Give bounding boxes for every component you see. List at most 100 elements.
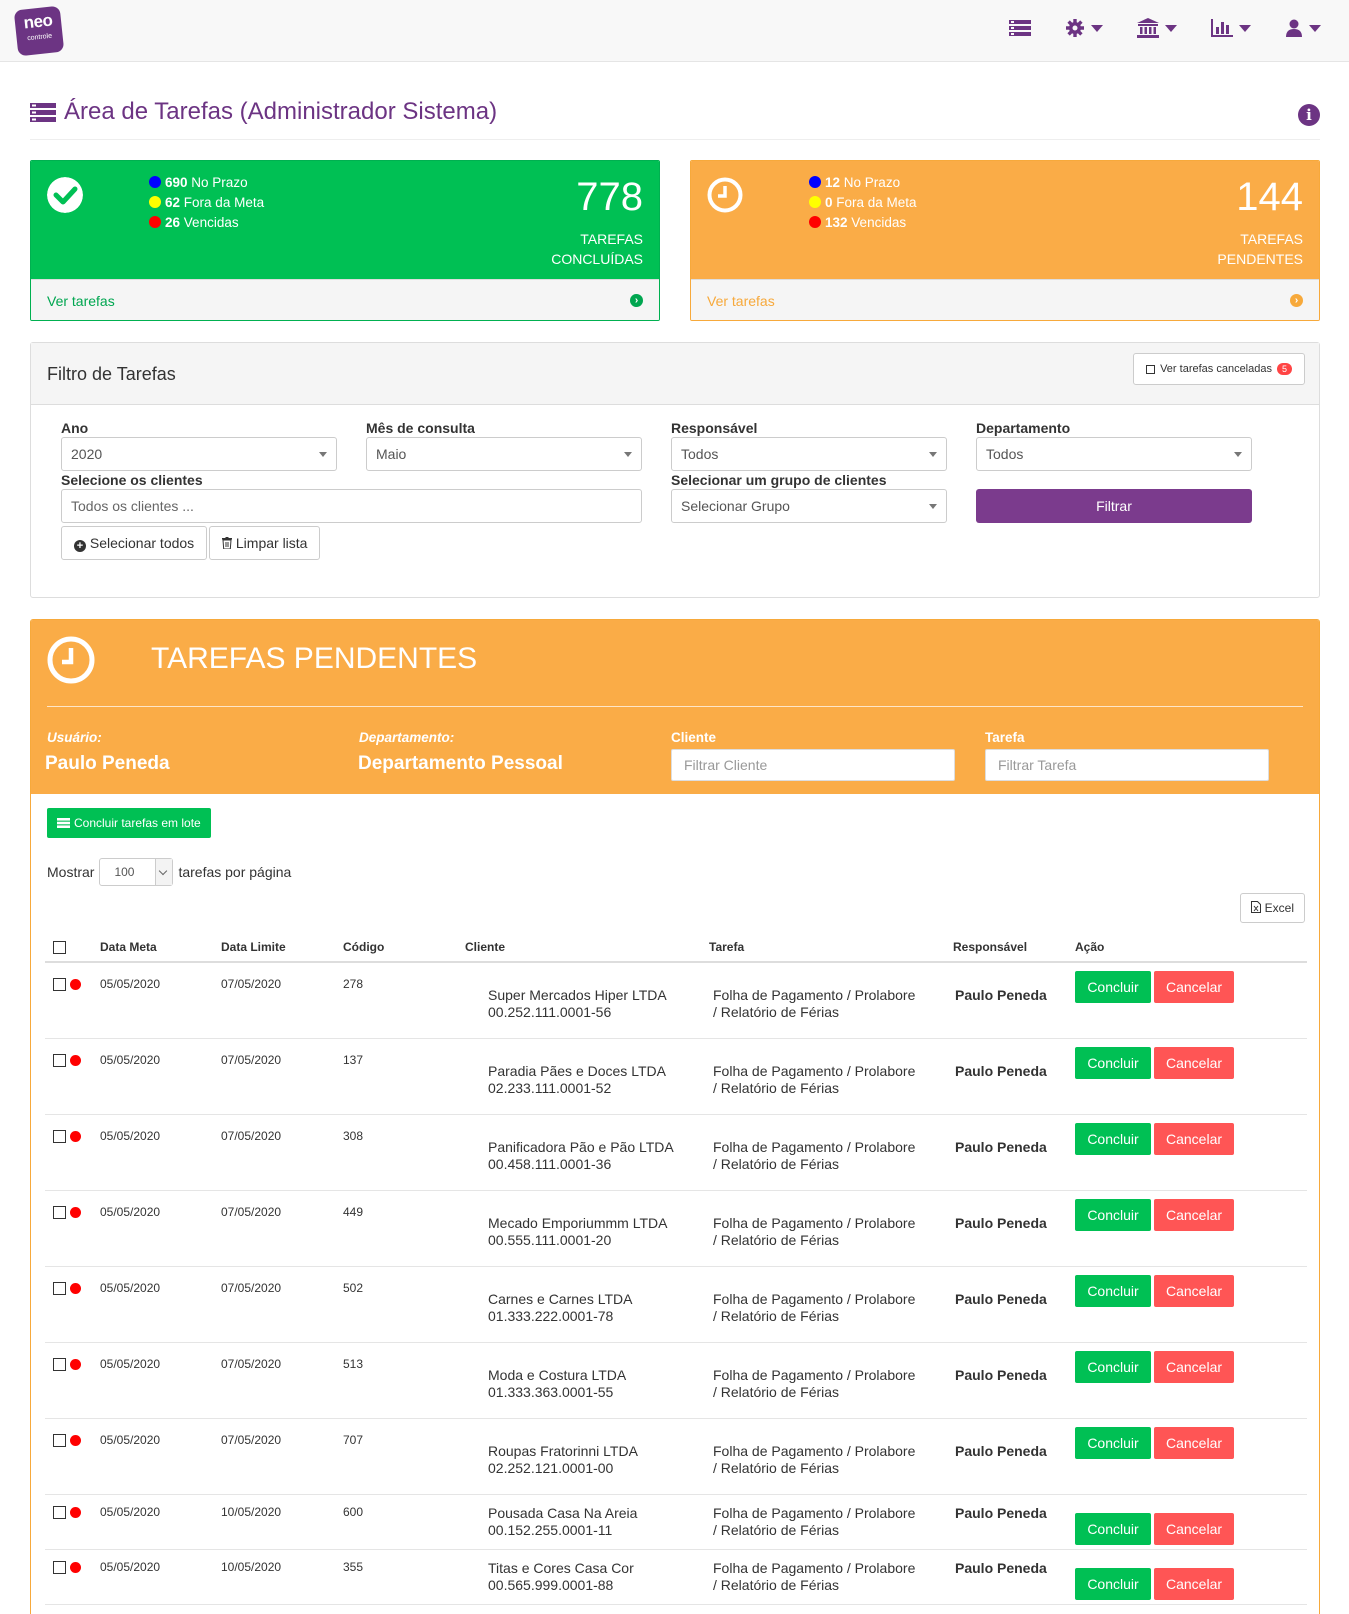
cancel-button[interactable]: Cancelar [1154,1567,1234,1600]
page-size-select[interactable]: 100 [99,858,174,886]
overdue-status-dot-icon [70,1358,81,1370]
responsavel-cell: Paulo Peneda [953,1190,1075,1267]
col-data-limite[interactable]: Data Limite [221,928,343,963]
clear-list-button[interactable]: Limpar lista [209,526,321,560]
row-select-cell [45,1114,100,1191]
user-label: Usuário: [47,730,102,745]
cancel-button[interactable]: Cancelar [1154,1350,1234,1383]
view-tasks-link[interactable]: Ver tarefas [707,292,775,309]
responsavel-name: Paulo Peneda [955,1214,1047,1231]
settings-menu[interactable] [1065,18,1103,38]
pending-view-link[interactable]: Ver tarefas › [691,279,1319,320]
chevron-down-icon [1234,452,1242,457]
acao-cell: Concluir Cancelar [1075,1418,1307,1495]
col-codigo[interactable]: Código [343,928,465,963]
cancel-button[interactable]: Cancelar [1154,1426,1234,1459]
filter-button[interactable]: Filtrar [976,489,1252,523]
codigo-cell: 707 [343,1418,465,1495]
row-select-cell [45,1038,100,1115]
cancel-button[interactable]: Cancelar [1154,1046,1234,1079]
reports-menu[interactable] [1211,19,1251,37]
row-checkbox[interactable] [53,1433,66,1447]
col-tarefa[interactable]: Tarefa [709,928,953,963]
ano-select[interactable]: 2020 [61,437,337,471]
conclude-button[interactable]: Concluir [1075,971,1151,1003]
cliente-cell: Carnes e Carnes LTDA 01.333.222.0001-78 [465,1266,709,1343]
select-all-header [45,928,100,963]
select-all-button[interactable]: + Selecionar todos [61,526,208,560]
mes-select[interactable]: Maio [366,437,642,471]
conclude-button[interactable]: Concluir [1075,1198,1151,1231]
cancel-button[interactable]: Cancelar [1154,1274,1234,1307]
conclude-button[interactable]: Concluir [1075,1122,1151,1155]
select-all-checkbox[interactable] [53,940,66,954]
yellow-dot-icon [149,196,161,208]
tarefa-line1: Folha de Pagamento / Prolabore [713,1504,916,1521]
view-canceled-button[interactable]: Ver tarefas canceladas 5 [1133,353,1305,385]
responsavel-name: Paulo Peneda [955,1559,1047,1576]
overdue-status-dot-icon [70,1506,81,1518]
codigo-cell: 137 [343,1038,465,1115]
gear-icon [1066,19,1084,37]
data-limite-cell: 07/05/2020 [221,1418,343,1495]
neo-controle-logo[interactable]: neo controle [13,5,65,57]
tarefa-line1: Folha de Pagamento / Prolabore [713,1559,916,1576]
trash-icon [222,537,232,550]
conclude-button[interactable]: Concluir [1075,1512,1151,1545]
tarefa-cell: Folha de Pagamento / Prolabore / Relatóri… [709,1342,953,1419]
cliente-name: Moda e Costura LTDA [488,1366,627,1383]
tasks-menu[interactable] [1009,19,1031,37]
row-checkbox[interactable] [53,1053,66,1067]
responsavel-name: Paulo Peneda [955,1138,1047,1155]
row-checkbox[interactable] [53,1505,66,1519]
responsavel-select[interactable]: Todos [671,437,947,471]
tarefa-line2: / Relatório de Férias [713,1576,840,1593]
col-data-meta[interactable]: Data Meta [100,928,221,963]
row-checkbox[interactable] [53,1205,66,1219]
per-page-label: tarefas por página [178,864,292,880]
pending-count: 144 [1236,175,1303,219]
completed-view-link[interactable]: Ver tarefas › [31,279,659,320]
client-filter-input[interactable] [671,749,955,781]
tarefa-line1: Folha de Pagamento / Prolabore [713,1442,916,1459]
row-checkbox[interactable] [53,1129,66,1143]
cancel-button[interactable]: Cancelar [1154,971,1234,1003]
row-checkbox[interactable] [53,1560,66,1574]
row-checkbox[interactable] [53,978,66,992]
departamento-select[interactable]: Todos [976,437,1252,471]
list-icon [57,818,70,828]
col-cliente[interactable]: Cliente [465,928,709,963]
bank-icon [1137,18,1159,38]
clientes-input[interactable]: Todos os clientes ... [61,489,642,523]
grupo-select[interactable]: Selecionar Grupo [671,489,947,523]
conclude-button[interactable]: Concluir [1075,1350,1151,1383]
chevron-down-icon [929,452,937,457]
bank-menu[interactable] [1137,18,1177,38]
cliente-cnpj: 00.458.111.0001-36 [488,1155,612,1172]
responsavel-cell: Paulo Peneda [953,962,1075,1039]
pending-title: TAREFAS PENDENTES [151,642,478,675]
cliente-cell: Mecado Emporiummm LTDA 00.555.111.0001-20 [465,1190,709,1267]
cancel-button[interactable]: Cancelar [1154,1198,1234,1231]
row-checkbox[interactable] [53,1357,66,1371]
task-filter-input[interactable] [985,749,1269,781]
responsavel-cell: Paulo Peneda [953,1114,1075,1191]
view-tasks-link[interactable]: Ver tarefas [47,292,115,309]
row-checkbox[interactable] [53,1281,66,1295]
conclude-button[interactable]: Concluir [1075,1046,1151,1079]
user-menu[interactable] [1285,19,1321,37]
conclude-button[interactable]: Concluir [1075,1426,1151,1459]
conclude-button[interactable]: Concluir [1075,1274,1151,1307]
conclude-button[interactable]: Concluir [1075,1567,1151,1600]
col-responsavel[interactable]: Responsável [953,928,1075,963]
cliente-cell: Paradia Pães e Doces LTDA 02.233.111.0001… [465,1038,709,1115]
batch-conclude-button[interactable]: Concluir tarefas em lote [47,808,211,838]
info-icon[interactable]: i [1298,104,1320,126]
cancel-button[interactable]: Cancelar [1154,1512,1234,1545]
cancel-button[interactable]: Cancelar [1154,1122,1234,1155]
header-divider [47,706,1303,707]
responsavel-name: Paulo Peneda [955,1290,1047,1307]
excel-export-button[interactable]: Excel [1240,893,1305,923]
departamento-label: Departamento [976,420,1071,436]
page-header: Área de Tarefas (Administrador Sistema) … [30,98,1320,140]
